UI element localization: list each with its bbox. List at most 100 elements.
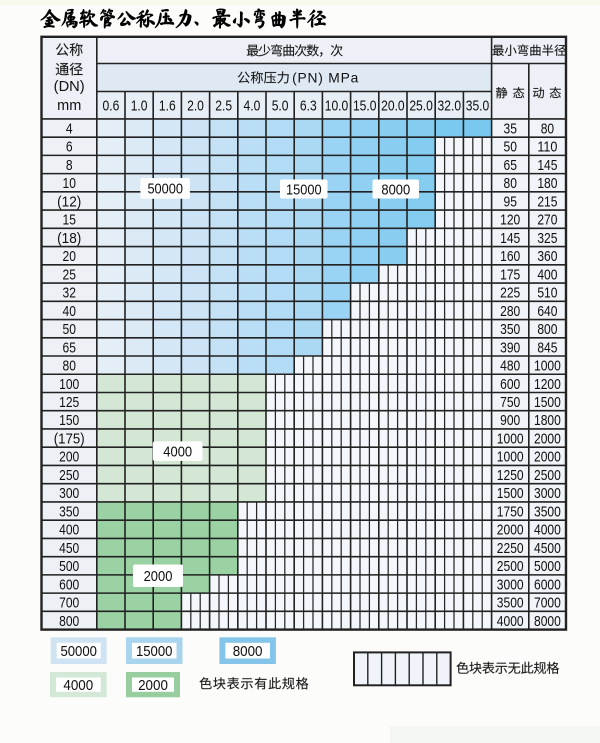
svg-text:225: 225: [500, 285, 520, 302]
svg-text:100: 100: [59, 376, 79, 393]
svg-text:700: 700: [59, 595, 79, 612]
svg-text:95: 95: [504, 193, 517, 210]
svg-text:145: 145: [500, 230, 520, 247]
svg-text:10.0: 10.0: [325, 97, 349, 114]
svg-text:600: 600: [500, 376, 520, 393]
svg-text:80: 80: [504, 175, 517, 192]
svg-text:32.0: 32.0: [438, 97, 462, 114]
svg-text:280: 280: [500, 303, 520, 320]
svg-text:6: 6: [66, 139, 73, 156]
svg-text:40: 40: [63, 303, 76, 320]
svg-text:1800: 1800: [534, 412, 561, 429]
svg-text:390: 390: [500, 339, 520, 356]
svg-text:15000: 15000: [286, 181, 322, 198]
svg-text:1200: 1200: [534, 376, 561, 393]
svg-text:3000: 3000: [534, 485, 561, 502]
svg-text:4: 4: [66, 120, 73, 137]
svg-text:200: 200: [59, 449, 79, 466]
svg-text:3500: 3500: [497, 595, 524, 612]
svg-text:1250: 1250: [497, 467, 524, 484]
svg-text:325: 325: [537, 230, 557, 247]
svg-text:120: 120: [500, 212, 520, 229]
svg-text:640: 640: [537, 303, 557, 320]
svg-text:800: 800: [59, 613, 79, 630]
svg-text:5000: 5000: [534, 558, 561, 575]
svg-text:1500: 1500: [534, 394, 561, 411]
svg-text:6.3: 6.3: [300, 97, 317, 114]
svg-text:2000: 2000: [534, 431, 561, 448]
svg-text:350: 350: [59, 503, 79, 520]
svg-text:510: 510: [537, 285, 557, 302]
svg-text:1750: 1750: [497, 503, 524, 520]
svg-text:80: 80: [63, 358, 76, 375]
svg-text:1000: 1000: [497, 431, 524, 448]
svg-text:360: 360: [537, 248, 557, 265]
svg-text:600: 600: [59, 576, 79, 593]
svg-text:50000: 50000: [147, 181, 183, 198]
svg-text:3500: 3500: [534, 503, 561, 520]
svg-text:1.6: 1.6: [159, 97, 176, 114]
svg-text:800: 800: [537, 321, 557, 338]
svg-text:400: 400: [537, 266, 557, 283]
svg-text:4000: 4000: [63, 677, 93, 694]
svg-text:125: 125: [59, 394, 79, 411]
svg-text:215: 215: [537, 193, 557, 210]
svg-text:845: 845: [537, 339, 557, 356]
svg-text:50000: 50000: [60, 643, 97, 660]
svg-text:350: 350: [500, 321, 520, 338]
svg-text:(DN): (DN): [54, 79, 85, 95]
svg-text:110: 110: [537, 139, 557, 156]
svg-text:2.5: 2.5: [215, 97, 232, 114]
svg-text:mm: mm: [57, 98, 81, 114]
svg-text:8: 8: [66, 157, 73, 174]
svg-text:2000: 2000: [534, 449, 561, 466]
svg-text:32: 32: [63, 285, 76, 302]
svg-text:2500: 2500: [497, 558, 524, 575]
svg-text:500: 500: [59, 558, 79, 575]
svg-text:25.0: 25.0: [409, 97, 433, 114]
svg-text:145: 145: [537, 157, 557, 174]
svg-text:4000: 4000: [163, 443, 192, 460]
svg-text:0.6: 0.6: [103, 97, 120, 114]
svg-text:15: 15: [63, 212, 76, 229]
svg-text:(12): (12): [57, 193, 81, 210]
svg-text:1.0: 1.0: [131, 97, 148, 114]
svg-text:1000: 1000: [534, 358, 561, 375]
svg-text:2000: 2000: [144, 568, 173, 585]
svg-text:(PN) MPa: (PN) MPa: [292, 70, 359, 85]
svg-text:900: 900: [500, 412, 520, 429]
svg-text:50: 50: [504, 139, 517, 156]
svg-text:750: 750: [500, 394, 520, 411]
svg-text:25: 25: [63, 266, 76, 283]
svg-text:2250: 2250: [497, 540, 524, 557]
svg-text:5.0: 5.0: [272, 97, 289, 114]
svg-text:7000: 7000: [534, 595, 561, 612]
svg-text:65: 65: [504, 157, 517, 174]
svg-text:65: 65: [63, 339, 76, 356]
svg-text:8000: 8000: [534, 613, 561, 630]
svg-text:4000: 4000: [497, 613, 524, 630]
svg-text:15000: 15000: [136, 643, 173, 660]
svg-text:10: 10: [63, 175, 76, 192]
svg-text:35: 35: [504, 120, 517, 137]
svg-text:2500: 2500: [534, 467, 561, 484]
svg-text:50: 50: [63, 321, 76, 338]
svg-text:3000: 3000: [497, 576, 524, 593]
svg-text:4.0: 4.0: [244, 97, 261, 114]
svg-text:2000: 2000: [497, 522, 524, 539]
svg-text:2.0: 2.0: [187, 97, 204, 114]
svg-text:8000: 8000: [381, 181, 410, 198]
svg-text:160: 160: [500, 248, 520, 265]
svg-text:1000: 1000: [497, 449, 524, 466]
svg-text:15.0: 15.0: [353, 97, 377, 114]
svg-text:400: 400: [59, 522, 79, 539]
svg-text:250: 250: [59, 467, 79, 484]
svg-text:175: 175: [500, 266, 520, 283]
svg-text:270: 270: [537, 212, 557, 229]
svg-text:450: 450: [59, 540, 79, 557]
svg-text:300: 300: [59, 485, 79, 502]
svg-text:1500: 1500: [497, 485, 524, 502]
svg-text:480: 480: [500, 358, 520, 375]
svg-text:6000: 6000: [534, 576, 561, 593]
svg-text:180: 180: [537, 175, 557, 192]
